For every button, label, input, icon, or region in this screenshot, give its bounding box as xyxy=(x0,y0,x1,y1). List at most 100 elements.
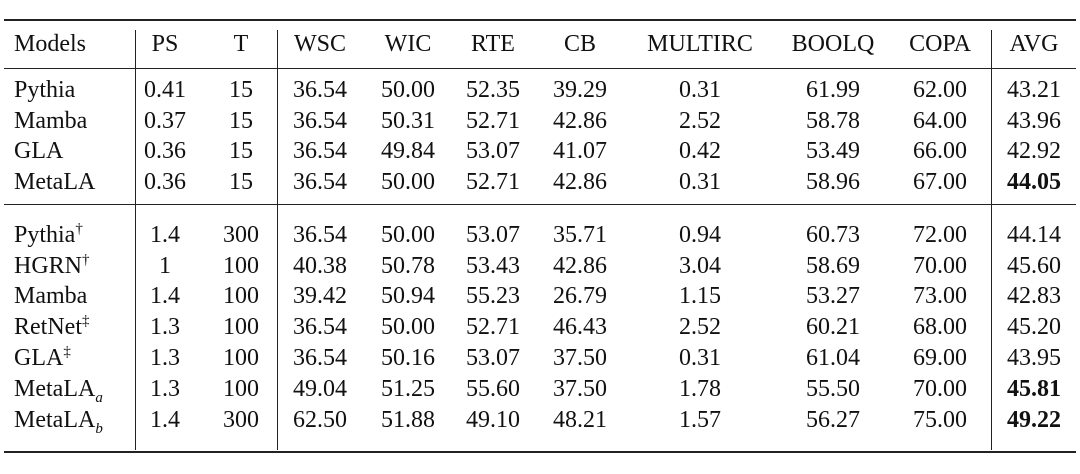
model-label: MetaLA xyxy=(14,169,96,195)
cell-value: 1.57 xyxy=(679,407,721,433)
cell-value: 64.00 xyxy=(913,108,967,134)
cell-value: 36.54 xyxy=(293,169,347,195)
model-name: Pythia xyxy=(14,76,75,104)
column-header: Models xyxy=(14,31,86,57)
model-name: MetaLAa xyxy=(14,375,103,406)
cell-value: 69.00 xyxy=(913,345,967,371)
column-header: RTE xyxy=(471,31,515,57)
column-divider xyxy=(991,30,992,450)
model-label: GLA xyxy=(14,138,64,164)
cell-value: 0.94 xyxy=(679,222,721,248)
bottom-rule xyxy=(4,451,1076,453)
cell-value: 60.21 xyxy=(806,314,860,340)
cell-value: 51.88 xyxy=(381,407,435,433)
cell-value: 70.00 xyxy=(913,253,967,279)
cell-value: 0.41 xyxy=(144,77,186,103)
cell-value: 300 xyxy=(223,407,259,433)
cell-value: 48.21 xyxy=(553,407,607,433)
cell-value: 26.79 xyxy=(553,283,607,309)
cell-value: 50.78 xyxy=(381,253,435,279)
cell-value: 45.81 xyxy=(1007,376,1061,402)
cell-value: 100 xyxy=(223,345,259,371)
cell-value: 61.99 xyxy=(806,77,860,103)
cell-value: 300 xyxy=(223,222,259,248)
cell-value: 1.4 xyxy=(150,407,180,433)
cell-value: 56.27 xyxy=(806,407,860,433)
cell-value: 36.54 xyxy=(293,314,347,340)
cell-value: 36.54 xyxy=(293,138,347,164)
cell-value: 42.83 xyxy=(1007,283,1061,309)
cell-value: 40.38 xyxy=(293,253,347,279)
cell-value: 61.04 xyxy=(806,345,860,371)
cell-value: 67.00 xyxy=(913,169,967,195)
column-header: COPA xyxy=(909,31,971,57)
model-name: HGRN† xyxy=(14,252,90,280)
cell-value: 15 xyxy=(229,138,253,164)
cell-value: 46.43 xyxy=(553,314,607,340)
column-header: T xyxy=(233,31,249,57)
cell-value: 0.37 xyxy=(144,108,186,134)
model-name: MetaLAb xyxy=(14,406,103,437)
model-mark: a xyxy=(95,389,103,406)
cell-value: 36.54 xyxy=(293,222,347,248)
model-label: HGRN xyxy=(14,253,83,279)
model-name: GLA‡ xyxy=(14,344,71,372)
cell-value: 53.07 xyxy=(466,345,520,371)
cell-value: 58.78 xyxy=(806,108,860,134)
cell-value: 45.20 xyxy=(1007,314,1061,340)
cell-value: 62.50 xyxy=(293,407,347,433)
cell-value: 1.4 xyxy=(150,222,180,248)
cell-value: 68.00 xyxy=(913,314,967,340)
cell-value: 42.86 xyxy=(553,108,607,134)
column-header: CB xyxy=(563,31,597,57)
cell-value: 100 xyxy=(223,376,259,402)
cell-value: 49.04 xyxy=(293,376,347,402)
cell-value: 53.27 xyxy=(806,283,860,309)
cell-value: 100 xyxy=(223,314,259,340)
cell-value: 39.29 xyxy=(553,77,607,103)
model-label: Pythia xyxy=(14,77,76,103)
cell-value: 1.4 xyxy=(150,283,180,309)
cell-value: 66.00 xyxy=(913,138,967,164)
column-header: BOOLQ xyxy=(791,31,875,57)
cell-value: 58.96 xyxy=(806,169,860,195)
model-label: RetNet xyxy=(14,314,82,340)
cell-value: 50.94 xyxy=(381,283,435,309)
group-rule xyxy=(4,204,1076,205)
cell-value: 0.42 xyxy=(679,138,721,164)
column-divider xyxy=(135,30,136,450)
cell-value: 53.07 xyxy=(466,138,520,164)
cell-value: 50.00 xyxy=(381,77,435,103)
cell-value: 49.84 xyxy=(381,138,435,164)
cell-value: 1.3 xyxy=(150,376,180,402)
cell-value: 2.52 xyxy=(679,108,721,134)
cell-value: 53.49 xyxy=(806,138,860,164)
cell-value: 35.71 xyxy=(553,222,607,248)
cell-value: 1.3 xyxy=(150,314,180,340)
model-mark: ‡ xyxy=(63,344,71,360)
cell-value: 72.00 xyxy=(913,222,967,248)
cell-value: 43.21 xyxy=(1007,77,1061,103)
cell-value: 1.78 xyxy=(679,376,721,402)
column-header: MULTIRC xyxy=(647,31,753,57)
cell-value: 49.22 xyxy=(1007,407,1061,433)
cell-value: 53.07 xyxy=(466,222,520,248)
column-header: AVG xyxy=(1009,31,1059,57)
cell-value: 44.05 xyxy=(1007,169,1061,195)
cell-value: 70.00 xyxy=(913,376,967,402)
cell-value: 2.52 xyxy=(679,314,721,340)
cell-value: 1.3 xyxy=(150,345,180,371)
cell-value: 36.54 xyxy=(293,345,347,371)
model-name: Pythia† xyxy=(14,221,83,249)
model-mark: b xyxy=(95,420,103,437)
column-header: WSC xyxy=(293,31,347,57)
cell-value: 50.16 xyxy=(381,345,435,371)
model-label: MetaLA xyxy=(14,376,96,402)
cell-value: 55.60 xyxy=(466,376,520,402)
column-header: WIC xyxy=(384,31,432,57)
model-label: MetaLA xyxy=(14,407,96,433)
cell-value: 42.92 xyxy=(1007,138,1061,164)
model-label: Mamba xyxy=(14,283,88,309)
cell-value: 43.96 xyxy=(1007,108,1061,134)
cell-value: 73.00 xyxy=(913,283,967,309)
